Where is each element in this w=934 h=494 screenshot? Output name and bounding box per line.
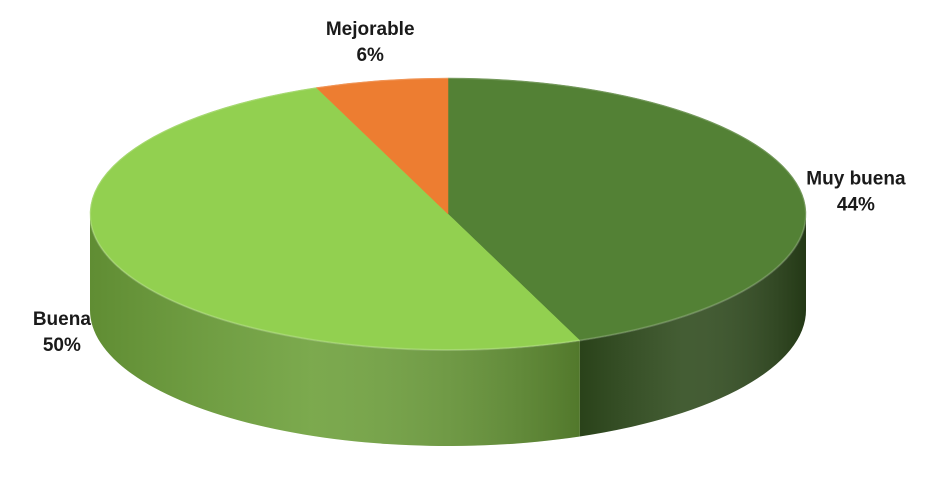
data-label-mejorable: Mejorable 6% [326, 19, 415, 66]
pie-tops [89, 77, 807, 351]
pie-slice-muy-buena [447, 77, 807, 341]
data-label-category: Muy buena [806, 168, 906, 189]
pie-slice-mejorable [315, 77, 449, 215]
data-label-buena: Buena 50% [33, 309, 92, 356]
pie-rim-highlight [89, 77, 807, 351]
pie-sides [90, 214, 806, 447]
data-label-percent: 44% [837, 194, 875, 215]
pie-side-shading-buena [90, 214, 580, 447]
data-label-percent: 6% [356, 45, 384, 66]
pie-labels: Muy buena 44% Buena 50% Mejorable 6% [33, 19, 906, 356]
data-label-category: Buena [33, 309, 92, 330]
data-label-category: Mejorable [326, 19, 415, 40]
data-label-percent: 50% [43, 335, 81, 356]
pie-side-shading-muy-buena [579, 214, 806, 437]
pie-slice-buena [89, 87, 581, 351]
data-label-muy-buena: Muy buena 44% [806, 168, 906, 215]
